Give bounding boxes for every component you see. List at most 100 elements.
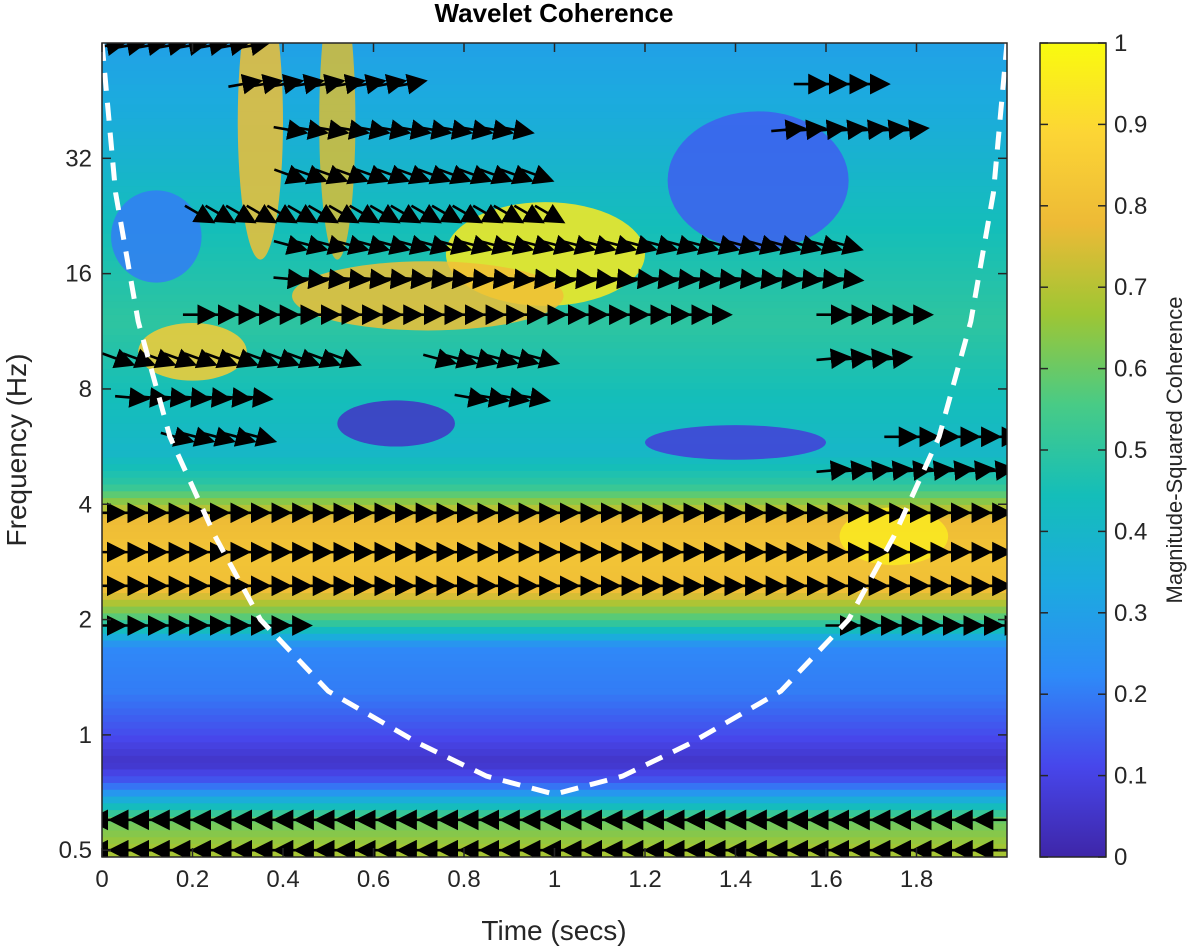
- coherence-band: [102, 809, 1007, 817]
- coherence-band: [102, 436, 1007, 444]
- phase-arrow: [812, 119, 848, 141]
- phase-arrow: [215, 43, 251, 56]
- coherence-band: [102, 694, 1007, 702]
- phase-arrow: [114, 387, 151, 408]
- phase-arrow: [746, 268, 783, 290]
- coherence-band: [102, 382, 1007, 390]
- phase-arrow: [561, 234, 597, 255]
- coherence-band: [102, 171, 1007, 180]
- coherence-band: [102, 823, 1007, 831]
- phase-arrow: [458, 119, 494, 140]
- phase-arrow: [495, 387, 531, 408]
- plot-area: [102, 43, 1007, 857]
- phase-arrow: [396, 268, 433, 290]
- phase-arrow: [376, 268, 412, 290]
- phase-arrow: [499, 268, 536, 290]
- phase-arrow: [500, 234, 535, 255]
- coherence-band: [102, 646, 1007, 655]
- phase-arrow: [417, 234, 453, 255]
- coherence-band: [102, 90, 1007, 98]
- coherence-band: [102, 829, 1007, 838]
- phase-arrow: [273, 234, 308, 255]
- x-tick-label: 0.8: [447, 866, 480, 893]
- coherence-band: [102, 531, 1007, 539]
- coherence-band: [102, 327, 1007, 336]
- phase-arrow: [458, 268, 494, 290]
- phase-arrow: [294, 164, 329, 185]
- coherence-band: [102, 450, 1007, 458]
- y-tick-label: 0.5: [59, 837, 92, 864]
- colorbar-tick-label: 0.7: [1114, 274, 1147, 301]
- phase-arrow: [174, 43, 210, 56]
- phase-arrow: [981, 460, 1007, 481]
- phase-arrow: [307, 203, 339, 224]
- x-tick-label: 0.4: [266, 866, 299, 893]
- phase-arrows: [102, 43, 1007, 857]
- phase-arrow: [726, 234, 761, 255]
- phase-arrow: [878, 348, 914, 370]
- phase-arrow: [857, 348, 893, 370]
- phase-arrow: [874, 119, 910, 141]
- colorbar-tick-label: 0.4: [1114, 518, 1147, 545]
- coherence-band: [102, 741, 1007, 750]
- phase-arrow: [287, 348, 321, 369]
- phase-arrow: [475, 387, 510, 408]
- coherence-band: [102, 70, 1007, 78]
- phase-arrow: [644, 234, 679, 255]
- phase-arrow: [294, 234, 329, 255]
- coherence-band: [102, 768, 1007, 777]
- coherence-band: [102, 83, 1007, 92]
- phase-arrow: [479, 119, 515, 140]
- phase-arrow: [836, 348, 873, 370]
- phase-arrow: [705, 234, 741, 255]
- coherence-band: [102, 443, 1007, 451]
- coherence-band: [102, 158, 1007, 166]
- coherence-band: [102, 782, 1007, 790]
- phase-arrow: [113, 43, 148, 56]
- phase-arrow: [479, 164, 514, 185]
- phase-arrow: [348, 203, 381, 224]
- x-tick-label: 1.4: [719, 866, 752, 893]
- phase-arrow: [293, 268, 330, 290]
- phase-arrow: [454, 387, 490, 408]
- coherence-band: [102, 565, 1007, 573]
- phase-arrow: [685, 234, 720, 255]
- phase-arrow: [664, 234, 700, 255]
- coherence-band: [102, 721, 1007, 729]
- phase-arrow: [335, 164, 370, 185]
- phase-arrow: [225, 348, 259, 369]
- x-axis-label: Time (secs): [481, 915, 626, 946]
- phase-arrow: [314, 268, 350, 290]
- phase-arrow: [335, 268, 371, 290]
- coherence-band: [102, 639, 1007, 648]
- phase-arrow: [788, 268, 824, 290]
- cone-of-influence-line: [102, 43, 1007, 797]
- y-tick-label: 2: [79, 607, 92, 634]
- phase-arrow: [307, 348, 342, 369]
- coherence-band: [102, 660, 1007, 668]
- colorbar-tick-label: 0.8: [1114, 193, 1147, 220]
- phase-arrow: [287, 203, 319, 224]
- phase-arrow: [443, 348, 478, 369]
- phase-arrow: [857, 460, 893, 481]
- phase-arrow: [816, 460, 852, 481]
- phase-arrow: [289, 73, 325, 95]
- phase-arrow: [335, 234, 370, 255]
- phase-arrow: [493, 203, 525, 224]
- phase-arrow: [808, 234, 844, 255]
- coherence-band: [102, 714, 1007, 722]
- phase-arrow: [464, 348, 499, 369]
- coherence-band: [102, 49, 1007, 58]
- coherence-band: [102, 144, 1007, 153]
- colorbar: [1039, 42, 1107, 858]
- phase-arrow: [154, 43, 190, 56]
- coherence-band: [102, 456, 1007, 465]
- phase-arrow: [376, 234, 411, 255]
- coherence-band: [102, 836, 1007, 845]
- coherence-band: [102, 137, 1007, 146]
- y-tick-label: 4: [79, 491, 92, 518]
- colorbar-tick-label: 0.6: [1114, 356, 1147, 383]
- phase-arrow: [314, 234, 350, 255]
- coherence-band: [102, 524, 1007, 532]
- coherence-band: [102, 497, 1007, 505]
